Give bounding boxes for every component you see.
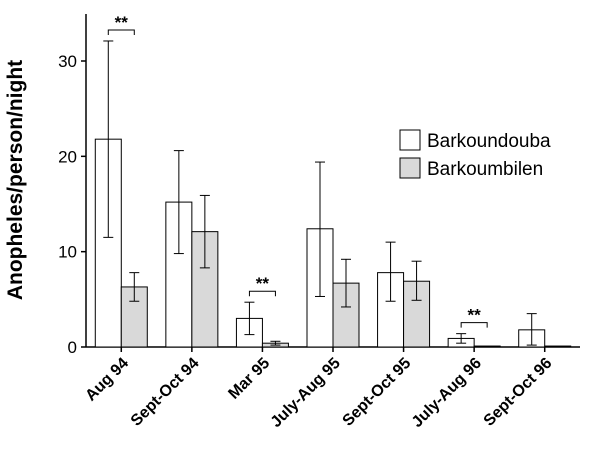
- x-tick-label: Sept-Oct 96: [481, 355, 556, 430]
- legend-label: Barkoumbilen: [427, 159, 543, 180]
- x-tick-label: Sept-Oct 95: [340, 355, 415, 430]
- legend: Barkoundouba Barkoumbilen: [399, 129, 551, 180]
- significance-bracket: [460, 322, 488, 328]
- significance-label: **: [256, 274, 270, 293]
- legend-label: Barkoundouba: [427, 131, 551, 152]
- y-tick-label: 0: [68, 338, 77, 357]
- error-bars: [103, 40, 537, 346]
- legend-swatch: [399, 157, 421, 179]
- significance-annotations: ** ** **: [107, 13, 488, 328]
- y-axis-label: Anopheles/person/night: [4, 60, 27, 300]
- legend-swatch: [399, 129, 421, 151]
- x-tick-label: Sept-Oct 94: [128, 355, 203, 430]
- bar-barkoundouba: [94, 138, 122, 348]
- y-tick-label: 10: [58, 243, 77, 262]
- significance-bracket: [107, 29, 135, 35]
- x-tick-label: Aug 94: [82, 355, 132, 405]
- bar-barkoumbilen: [473, 345, 501, 348]
- y-tick-label: 30: [58, 52, 77, 71]
- x-tick-label: Mar 95: [225, 355, 273, 403]
- x-tick-label: July-Aug 95: [268, 355, 344, 431]
- significance-label: **: [468, 306, 482, 325]
- significance-bracket: [248, 290, 276, 297]
- bar-barkoumbilen: [120, 286, 148, 348]
- significance-label: **: [115, 13, 129, 32]
- y-tick-label: 20: [58, 147, 77, 166]
- bar-barkoumbilen: [544, 345, 572, 348]
- x-tick-label: July-Aug 96: [409, 355, 485, 431]
